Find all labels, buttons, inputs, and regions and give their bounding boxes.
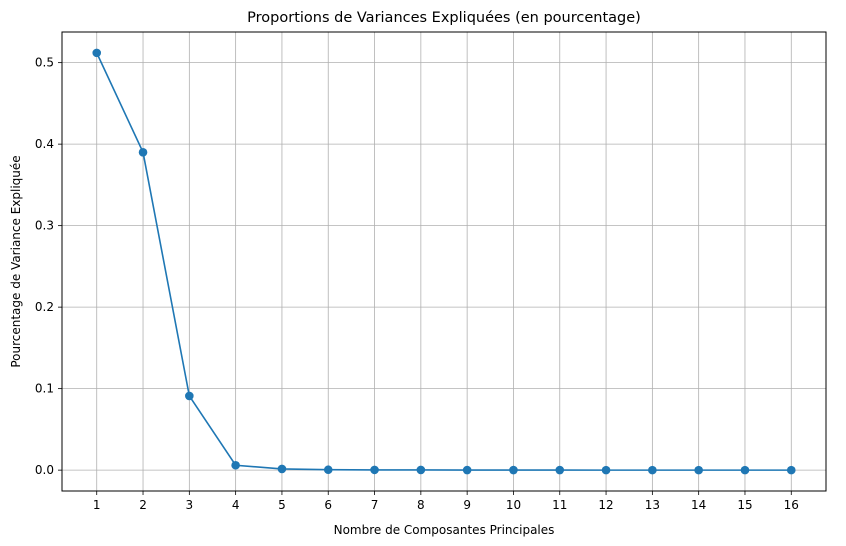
x-tick-label: 8 (417, 498, 425, 512)
data-point-marker (416, 465, 426, 475)
series-line (96, 52, 792, 471)
data-point-marker (323, 465, 333, 475)
y-tick-label: 0.1 (35, 382, 54, 396)
chart-title: Proportions de Variances Expliquées (en … (247, 10, 641, 26)
data-point-marker (370, 465, 379, 475)
data-point-marker (694, 465, 703, 475)
y-tick-label: 0.0 (35, 463, 54, 477)
x-tick-label: 9 (463, 498, 471, 512)
data-point-marker (277, 464, 287, 474)
plot-area-frame (61, 31, 827, 492)
data-point-marker (138, 147, 148, 157)
y-tick-label: 0.5 (35, 56, 54, 70)
x-tick-label: 13 (645, 498, 660, 512)
y-tick-label: 0.4 (35, 137, 54, 151)
data-point-marker (740, 465, 750, 475)
x-axis-ticks: 1 2 3 4 5 6 7 8 9 10 11 12 13 14 15 16 (93, 491, 799, 512)
y-tick-label: 0.3 (35, 219, 54, 233)
y-axis-label: Pourcentage de Variance Expliquée (9, 155, 23, 367)
x-tick-label: 15 (737, 498, 752, 512)
y-axis-ticks: 0.0 0.1 0.2 0.3 0.4 0.5 (35, 56, 62, 477)
data-point-marker (786, 465, 796, 475)
x-axis-label: Nombre de Composantes Principales (334, 523, 555, 537)
x-tick-label: 1 (93, 498, 101, 512)
data-point-marker (92, 48, 102, 58)
x-tick-label: 12 (598, 498, 613, 512)
x-tick-label: 6 (324, 498, 332, 512)
data-point-marker (509, 465, 518, 475)
x-tick-label: 7 (371, 498, 379, 512)
x-tick-label: 3 (186, 498, 194, 512)
x-tick-label: 5 (278, 498, 286, 512)
x-tick-label: 10 (506, 498, 521, 512)
x-tick-label: 11 (552, 498, 567, 512)
data-point-marker (601, 465, 611, 475)
data-point-marker (555, 465, 565, 475)
grid (62, 32, 826, 491)
series-line-group (92, 48, 796, 475)
data-point-marker (231, 460, 240, 470)
data-point-marker (648, 465, 657, 475)
x-tick-label: 4 (232, 498, 240, 512)
x-tick-label: 16 (784, 498, 799, 512)
data-point-marker (462, 465, 472, 475)
y-tick-label: 0.2 (35, 300, 54, 314)
x-tick-label: 14 (691, 498, 706, 512)
data-point-marker (185, 391, 194, 401)
x-tick-label: 2 (139, 498, 147, 512)
